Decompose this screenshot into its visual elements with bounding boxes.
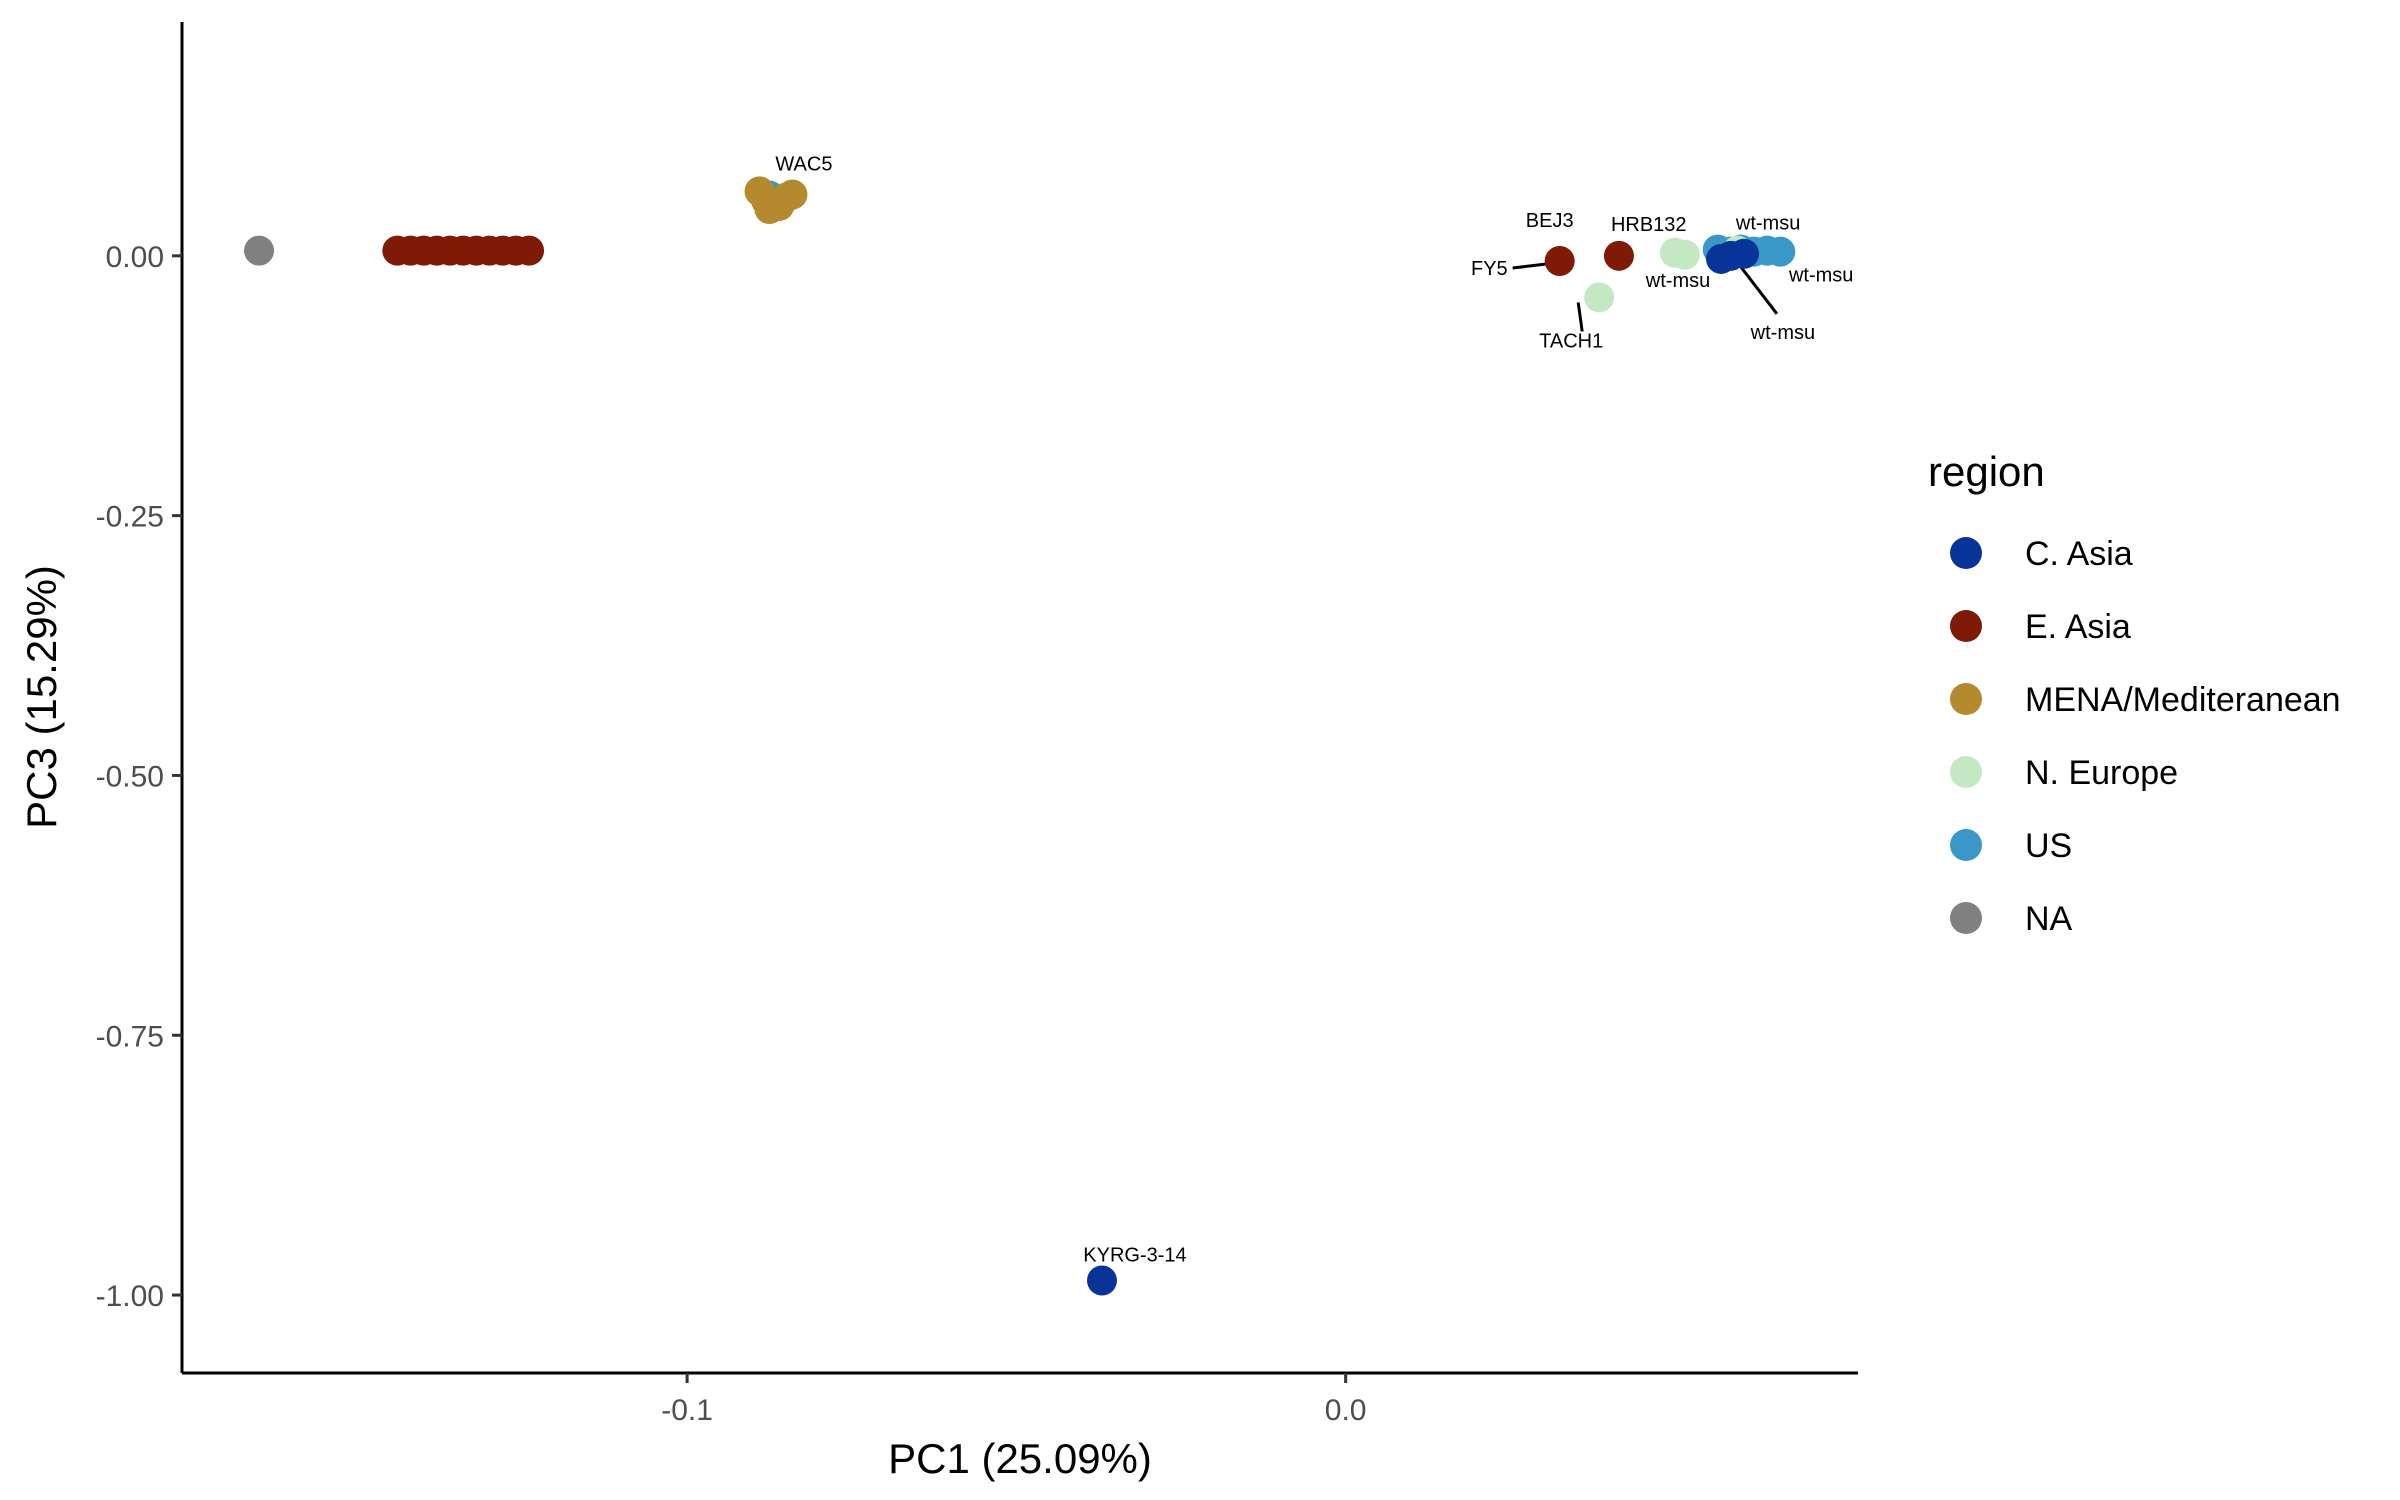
y-tick-label: -0.50: [96, 760, 164, 793]
data-point-mena-mediteranean: [777, 179, 808, 210]
legend-key: [1950, 756, 1982, 788]
data-points: [244, 176, 1796, 1296]
data-point-e-asia: [1544, 246, 1575, 277]
legend-label: MENA/Mediteranean: [2025, 681, 2341, 719]
y-axis-title: PC3 (15.29%): [18, 565, 65, 829]
x-axis-title: PC1 (25.09%): [888, 1435, 1152, 1482]
legend-key: [1950, 829, 1982, 861]
y-tick-label: 0.00: [106, 241, 164, 274]
point-label: BEJ3: [1526, 210, 1574, 232]
y-tick-label: -0.25: [96, 501, 164, 534]
legend-label: N. Europe: [2025, 754, 2178, 792]
data-point-na: [244, 235, 275, 266]
y-tick-label: -0.75: [96, 1020, 164, 1053]
data-point-mena-mediteranean: [754, 194, 785, 225]
legend-label: C. Asia: [2025, 535, 2133, 573]
data-point-e-asia: [1603, 240, 1634, 271]
legend-label: E. Asia: [2025, 608, 2131, 646]
legend-key: [1950, 610, 1982, 642]
data-point-n-europe: [1669, 239, 1700, 270]
point-label: KYRG-3-14: [1083, 1245, 1186, 1267]
point-label: TACH1: [1539, 330, 1603, 352]
data-point-c-asia: [1086, 1265, 1117, 1296]
point-label: wt-msu: [1645, 270, 1710, 292]
label-connector-line: [1735, 260, 1779, 315]
legend-key: [1950, 683, 1982, 715]
legend-key: [1950, 537, 1982, 569]
legend-label: NA: [2025, 900, 2073, 938]
point-label: wt-msu: [1750, 322, 1815, 344]
point-label: HRB132: [1611, 214, 1687, 236]
legend-title: region: [1928, 448, 2045, 495]
legend-key: [1950, 902, 1982, 934]
x-tick-label: 0.0: [1325, 1394, 1367, 1427]
y-tick-label: -1.00: [96, 1280, 164, 1313]
point-label: WAC5: [775, 154, 832, 176]
legend-label: US: [2025, 827, 2072, 865]
data-point-e-asia: [514, 235, 545, 266]
data-point-n-europe: [1584, 282, 1615, 313]
point-label: wt-msu: [1735, 213, 1800, 235]
data-point-c-asia: [1729, 238, 1760, 269]
point-label: FY5: [1471, 258, 1508, 280]
point-labels: WAC5 BEJ3 HRB132 wt-msu FY5 wt-msu wt-msu TACH1…: [775, 154, 1853, 1267]
x-tick-label: -0.1: [661, 1394, 713, 1427]
x-axis-ticks: -0.1 0.0: [661, 1373, 1367, 1427]
plot-panel: [180, 22, 1858, 1375]
y-axis-ticks: 0.00 -0.25 -0.50 -0.75 -1.00: [96, 241, 182, 1313]
label-connector-line: [1576, 302, 1584, 332]
point-label: wt-msu: [1788, 265, 1853, 287]
data-point-us: [1765, 236, 1796, 267]
legend: region C. Asia E. Asia MENA/Mediteranean N.…: [1928, 448, 2341, 938]
